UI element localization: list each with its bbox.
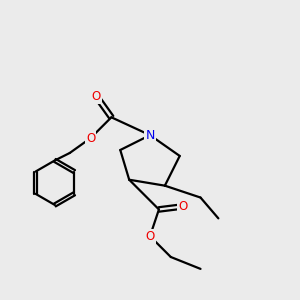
- Text: O: O: [92, 90, 101, 103]
- Text: O: O: [146, 230, 154, 243]
- Text: N: N: [145, 129, 155, 142]
- Text: O: O: [86, 132, 95, 145]
- Text: O: O: [178, 200, 187, 213]
